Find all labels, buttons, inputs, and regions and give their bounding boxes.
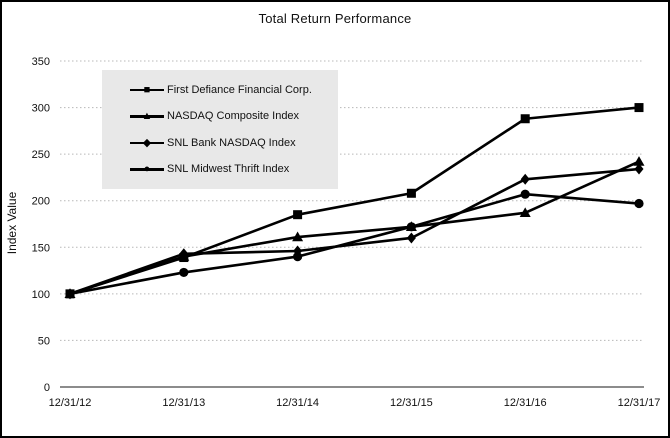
triangle-data-marker [519, 207, 531, 218]
triangle-data-marker [292, 231, 304, 242]
square-marker-icon: ■ [130, 84, 164, 96]
diamond-data-marker [406, 232, 416, 244]
triangle-data-marker [633, 156, 645, 166]
y-tick-label: 0 [44, 382, 50, 394]
legend-label: SNL Bank NASDAQ Index [167, 136, 296, 149]
square-data-marker [634, 103, 644, 113]
y-tick-label: 100 [32, 289, 50, 301]
legend-label: SNL Midwest Thrift Index [167, 163, 290, 176]
y-tick-label: 300 [32, 103, 50, 115]
circle-data-marker [634, 198, 644, 209]
legend-label: NASDAQ Composite Index [167, 110, 300, 123]
y-tick-label: 200 [32, 196, 50, 208]
diamond-data-marker [179, 248, 189, 260]
x-tick-label: 12/31/15 [390, 397, 433, 409]
y-tick-label: 50 [38, 335, 50, 347]
circle-data-marker [520, 189, 530, 199]
y-tick-label: 150 [32, 242, 50, 254]
triangle-marker-icon: ▲ [130, 110, 164, 122]
circle-data-marker [406, 222, 416, 232]
legend-label: First Defiance Financial Corp. [167, 83, 312, 96]
diamond-marker-icon: ◆ [130, 137, 164, 149]
series-line [69, 160, 640, 296]
legend: ■ First Defiance Financial Corp. ▲ NASDA… [102, 70, 338, 189]
circle-data-marker [179, 267, 189, 278]
series-line [69, 192, 640, 296]
x-tick-label: 12/31/12 [49, 397, 92, 409]
circle-data-marker [293, 252, 303, 262]
square-data-marker [520, 114, 530, 124]
x-tick-label: 12/31/13 [162, 397, 205, 409]
circle-marker-icon: ● [130, 163, 164, 175]
x-tick-label: 12/31/16 [504, 397, 547, 409]
legend-item-nasdaq-composite: ▲ NASDAQ Composite Index [130, 109, 338, 123]
legend-item-snl-midwest-thrift: ● SNL Midwest Thrift Index [130, 162, 338, 176]
square-data-marker [406, 188, 416, 198]
y-tick-label: 350 [32, 56, 50, 68]
legend-item-snl-bank-nasdaq: ◆ SNL Bank NASDAQ Index [130, 136, 338, 150]
diamond-data-marker [520, 173, 530, 185]
series-line [69, 167, 640, 296]
chart-title: Total Return Performance [258, 11, 412, 26]
square-data-marker [293, 210, 303, 220]
diamond-data-marker [634, 163, 644, 175]
circle-data-marker [65, 289, 75, 299]
y-tick-label: 250 [32, 149, 50, 161]
x-tick-label: 12/31/17 [618, 397, 661, 409]
x-tick-label: 12/31/14 [276, 397, 319, 409]
legend-item-first-defiance: ■ First Defiance Financial Corp. [130, 83, 338, 97]
